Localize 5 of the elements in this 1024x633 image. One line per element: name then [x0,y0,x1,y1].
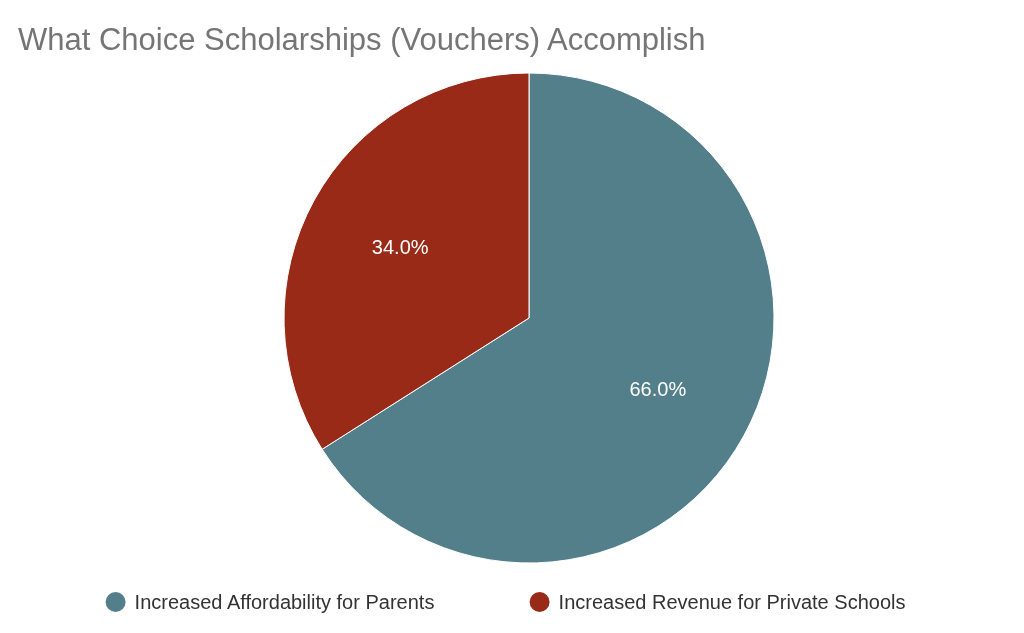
legend-label: Increased Revenue for Private Schools [558,591,906,613]
data-label: 66.0% [629,377,687,400]
data-label: 34.0% [371,236,429,259]
chart-title: What Choice Scholarships (Vouchers) Accomplish [18,22,706,57]
legend-label: Increased Affordability for Parents [134,591,435,613]
